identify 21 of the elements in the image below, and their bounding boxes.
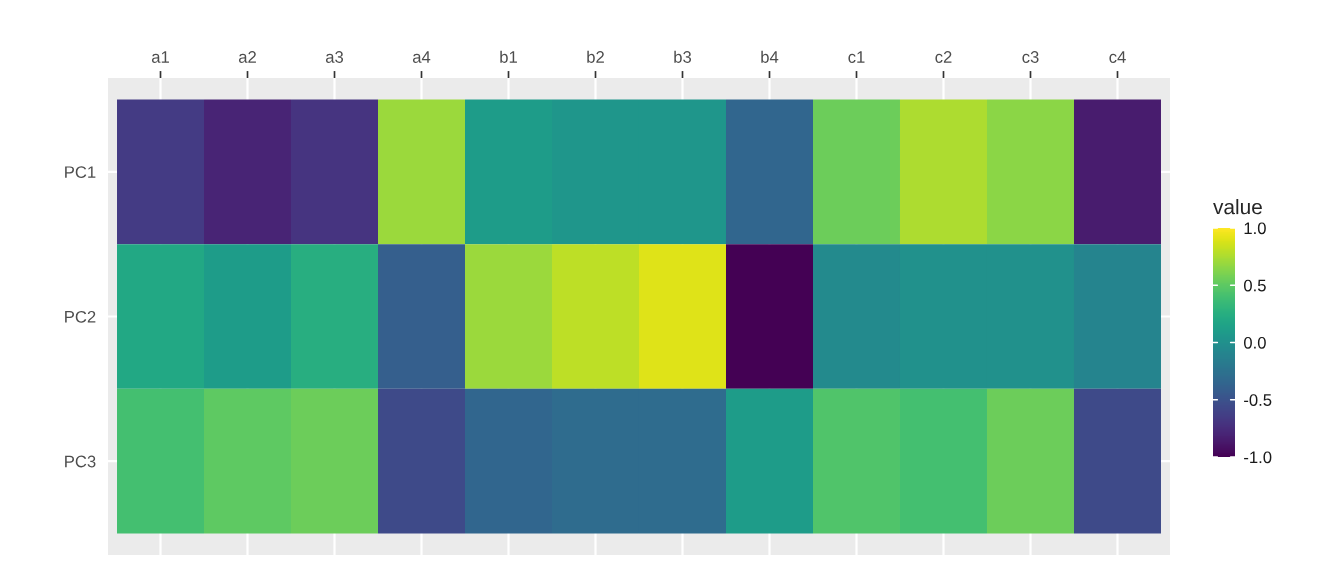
x-tick-label: a3 (325, 51, 344, 63)
color-bar-label: 0.0 (1243, 336, 1266, 349)
color-bar-title: value (1213, 199, 1262, 215)
x-tick-label: b2 (587, 50, 604, 63)
x-tick-label: c4 (1109, 51, 1126, 63)
color-bar-label: -0.5 (1244, 394, 1272, 406)
color-bar-label: -1.0 (1244, 451, 1272, 464)
color-bar-label: 1.0 (1244, 222, 1266, 235)
x-tick-label: a1 (151, 51, 169, 63)
x-tick-label: c3 (1022, 51, 1039, 63)
x-tick-label: a2 (238, 51, 256, 63)
x-tick-label: c1 (848, 51, 865, 63)
y-tick-label: PC1 (65, 166, 96, 179)
x-tick-label: c2 (935, 51, 952, 63)
x-tick-label: b3 (674, 50, 692, 63)
x-tick-label: b4 (761, 50, 779, 63)
x-tick-label: a4 (412, 51, 431, 63)
x-tick-label: b1 (500, 50, 517, 63)
y-tick-label: PC2 (65, 310, 96, 323)
color-bar-label: 0.5 (1243, 279, 1266, 292)
y-tick-label: PC3 (65, 455, 96, 468)
